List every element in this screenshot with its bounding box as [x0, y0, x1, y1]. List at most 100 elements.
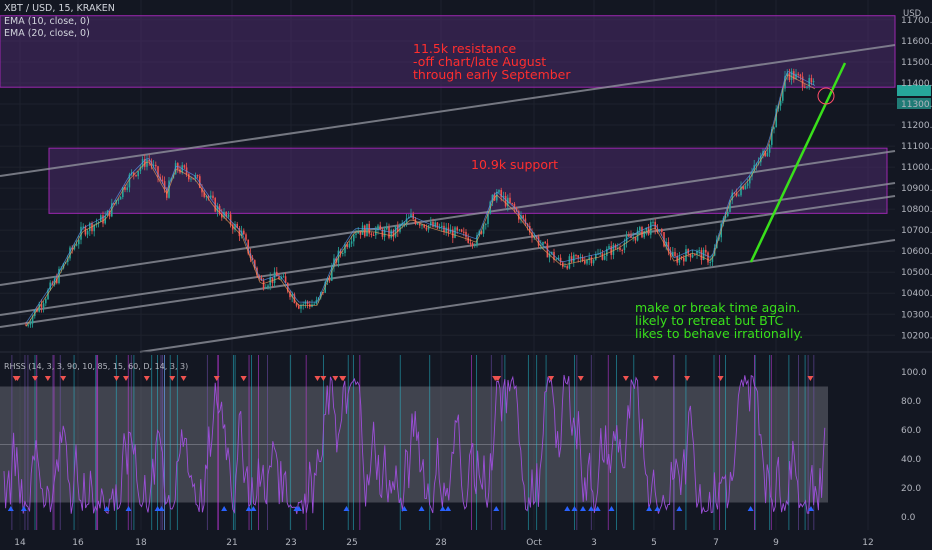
candle [698, 250, 700, 252]
candle [632, 237, 634, 239]
x-tick-label: 12 [862, 538, 873, 548]
candle [276, 271, 278, 277]
candle [93, 224, 95, 232]
buy-marker [676, 506, 683, 511]
price-label-box [897, 85, 931, 96]
x-tick-label: 28 [435, 538, 447, 548]
candle [788, 72, 791, 80]
candle [676, 256, 678, 263]
candle [434, 222, 436, 227]
sell-marker [548, 376, 555, 381]
candle [795, 73, 797, 80]
candle [216, 205, 219, 212]
x-tick-label: 16 [72, 538, 84, 548]
sell-marker [143, 376, 150, 381]
candle [460, 229, 463, 232]
candle [331, 266, 333, 281]
candle [383, 229, 386, 237]
candle [405, 218, 408, 223]
candle [683, 257, 685, 262]
rhss-tick-label: 80.0 [901, 397, 921, 407]
y-tick-label: 11100.0 [901, 142, 932, 152]
candle [38, 304, 40, 312]
candle [425, 227, 428, 230]
candle [619, 247, 621, 251]
candle [568, 256, 571, 269]
candle [289, 291, 291, 298]
candle [60, 268, 62, 270]
candle [210, 195, 212, 198]
candle [416, 223, 419, 225]
candle [474, 244, 476, 246]
candle [265, 287, 267, 289]
x-tick-label: Oct [526, 538, 542, 548]
candle [603, 255, 606, 260]
candle [645, 227, 648, 231]
buy-marker [608, 506, 615, 511]
candle [570, 256, 573, 262]
sell-marker [622, 376, 629, 381]
candle [496, 192, 498, 201]
candle [25, 324, 27, 326]
price-label-box [897, 98, 931, 109]
candle [361, 225, 364, 235]
candle [669, 251, 672, 257]
candle [355, 233, 357, 235]
x-tick-label: 7 [713, 538, 719, 548]
candle [738, 195, 740, 197]
candle [771, 129, 773, 145]
buy-marker [343, 506, 350, 511]
candle [760, 155, 762, 163]
sell-marker [320, 376, 327, 381]
candle [377, 225, 379, 230]
buy-marker [250, 506, 257, 511]
candle [511, 202, 513, 204]
candle [557, 257, 560, 260]
candle [282, 276, 285, 278]
candle [205, 196, 208, 198]
buy-marker [654, 506, 661, 511]
candle [306, 301, 309, 305]
candle [117, 199, 120, 201]
candle [75, 244, 78, 246]
candle [300, 304, 302, 309]
candle [135, 174, 137, 177]
candle [188, 173, 190, 180]
candle [328, 279, 331, 281]
buy-marker [245, 506, 252, 511]
candle [419, 223, 421, 226]
candle [243, 230, 245, 235]
sell-marker [180, 376, 187, 381]
candle [452, 229, 454, 238]
candle [97, 221, 100, 224]
candle [410, 214, 412, 218]
candle [628, 235, 630, 237]
candle [185, 167, 188, 174]
candle [245, 234, 247, 240]
candle [480, 231, 483, 234]
candle [320, 291, 322, 298]
candle [227, 214, 230, 217]
sell-marker [213, 376, 220, 381]
x-tick-label: 14 [14, 538, 26, 548]
candle [280, 277, 282, 280]
candle [471, 243, 474, 246]
candle [735, 193, 738, 196]
candle [91, 223, 93, 232]
sell-marker [332, 376, 339, 381]
candle [82, 226, 84, 228]
candle [485, 223, 487, 225]
candle [56, 278, 58, 284]
candle [359, 231, 362, 235]
candle [482, 224, 485, 234]
candle [667, 242, 670, 252]
candle [566, 266, 568, 269]
buy-marker [7, 506, 14, 511]
buy-marker [295, 506, 302, 511]
sell-marker [684, 376, 691, 381]
candle [691, 254, 694, 258]
candle [397, 225, 399, 232]
candle [364, 225, 366, 237]
y-tick-label: 10900.0 [901, 184, 932, 194]
